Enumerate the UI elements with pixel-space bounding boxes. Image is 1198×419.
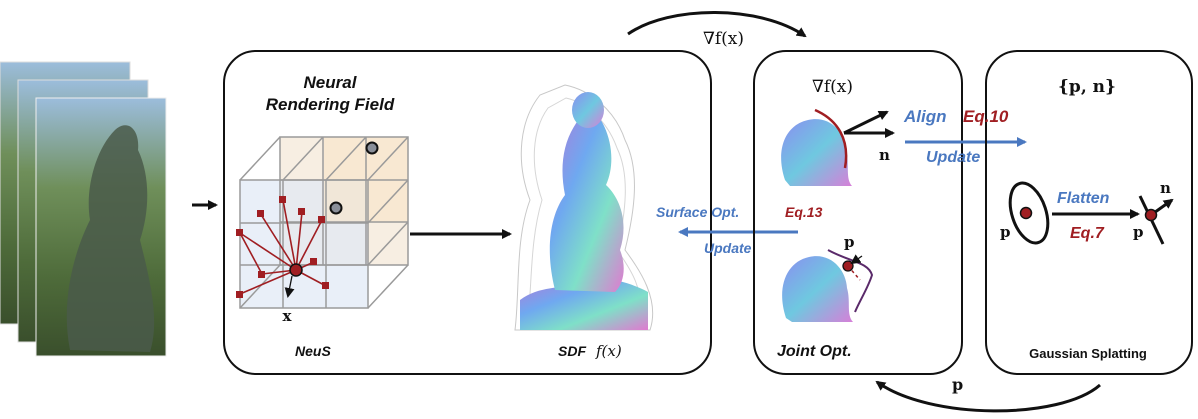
neus-label: NeuS (295, 343, 331, 359)
neural-field-panel (223, 50, 712, 375)
gaussian-panel (985, 50, 1193, 375)
surface-opt-eq: Eq.13 (785, 204, 823, 220)
gaussian-n-label: n (1160, 179, 1171, 197)
joint-point-label: p (844, 233, 855, 251)
surface-opt-label: Surface Opt. (656, 204, 739, 220)
sample-point-upper (365, 141, 379, 155)
gradient-feedback-arrow (627, 11, 807, 38)
joint-head-bottom (782, 256, 853, 322)
surface-curve-top (814, 108, 848, 169)
query-point (289, 263, 303, 277)
gaussian-set-label: {p, n} (1058, 77, 1116, 97)
joint-opt-panel (753, 50, 963, 375)
field-title-line1: Neural (304, 73, 358, 92)
point-feedback-arrow (875, 380, 1101, 413)
gaussian-center-point (1019, 206, 1033, 220)
sdf-func-label: f(x) (595, 342, 622, 360)
flatten-label: Flatten (1057, 190, 1110, 207)
statue-silhouette (66, 125, 155, 352)
sdf-label: SDF (558, 343, 586, 359)
surface-opt-update: Update (704, 240, 752, 256)
joint-title: Joint Opt. (777, 343, 852, 360)
query-point-label: x (283, 307, 293, 325)
sdf-statue-head (572, 92, 604, 128)
surface-curve-bottom (827, 249, 874, 313)
joint-normal-label: n (879, 146, 890, 164)
joint-point (842, 260, 854, 272)
gaussian-p-left: p (1000, 223, 1011, 241)
bottom-arrow-label: p (952, 375, 963, 394)
sample-point-middle (329, 201, 343, 215)
gaussian-p-right: p (1133, 223, 1144, 241)
field-title-line2: Rendering Field (266, 95, 395, 114)
gaussian-ellipse (1008, 181, 1050, 245)
joint-grad-label: ∇f(x) (812, 77, 853, 97)
flat-center-point (1144, 208, 1158, 222)
sdf-statue-body (549, 114, 624, 293)
grid-cube (236, 136, 409, 309)
query-point-arrow (284, 275, 295, 298)
sdf-statue (514, 84, 654, 331)
gaussian-title: Gaussian Splatting (1029, 346, 1147, 361)
align-update: Update (926, 149, 980, 166)
input-image-stack (0, 61, 167, 357)
joint-point-arrow (850, 254, 863, 265)
top-arrow-label: ∇f(x) (703, 29, 744, 49)
flatten-eq: Eq.7 (1070, 225, 1105, 242)
gradient-vector (843, 110, 889, 135)
align-eq: Eq.10 (963, 107, 1009, 126)
sdf-statue-base (520, 278, 648, 330)
joint-head-top (781, 119, 852, 186)
neighbor-links (239, 199, 327, 295)
align-label: Align (903, 107, 947, 126)
